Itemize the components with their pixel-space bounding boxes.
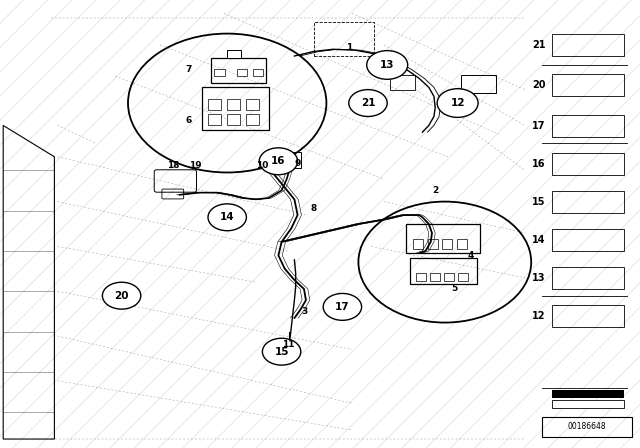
Text: 10: 10 <box>256 161 269 170</box>
Bar <box>390 75 415 90</box>
Bar <box>413 239 423 249</box>
Bar <box>552 229 624 251</box>
Bar <box>457 239 467 249</box>
Text: 20: 20 <box>532 80 546 90</box>
Text: 7: 7 <box>186 65 192 74</box>
Text: 6: 6 <box>186 116 192 125</box>
Bar <box>552 305 624 327</box>
Text: 14: 14 <box>220 212 234 222</box>
Bar <box>430 273 440 281</box>
Circle shape <box>349 90 387 116</box>
Bar <box>208 99 221 110</box>
Bar <box>227 99 240 110</box>
Bar <box>253 69 263 76</box>
Bar <box>214 69 225 76</box>
Bar <box>461 75 496 93</box>
Text: 11: 11 <box>282 340 294 349</box>
Text: 20: 20 <box>115 291 129 301</box>
Bar <box>416 273 426 281</box>
Text: 00186648: 00186648 <box>568 422 606 431</box>
Bar <box>444 273 454 281</box>
Bar <box>406 224 480 253</box>
Bar <box>410 258 477 284</box>
Text: 5: 5 <box>451 284 458 293</box>
Text: 3: 3 <box>301 307 307 316</box>
Text: 14: 14 <box>532 235 546 245</box>
Circle shape <box>437 89 478 117</box>
Text: 4: 4 <box>467 251 474 260</box>
Text: 19: 19 <box>189 161 202 170</box>
Text: 17: 17 <box>335 302 349 312</box>
Text: 12: 12 <box>532 311 546 321</box>
Bar <box>552 191 624 213</box>
Bar <box>227 114 240 125</box>
Text: 16: 16 <box>532 159 546 168</box>
Circle shape <box>262 338 301 365</box>
Text: 1: 1 <box>346 43 352 52</box>
Bar <box>208 114 221 125</box>
Text: 13: 13 <box>380 60 394 70</box>
Bar <box>552 267 624 289</box>
Bar <box>314 22 374 56</box>
Bar <box>237 69 247 76</box>
Text: 18: 18 <box>166 161 179 170</box>
Text: 16: 16 <box>271 156 285 166</box>
Text: 2: 2 <box>432 186 438 195</box>
Bar <box>211 58 266 83</box>
Bar <box>246 99 259 110</box>
Circle shape <box>102 282 141 309</box>
Text: 8: 8 <box>310 204 317 213</box>
Bar <box>442 239 452 249</box>
Bar <box>202 87 269 130</box>
Circle shape <box>259 148 298 175</box>
Circle shape <box>323 293 362 320</box>
Bar <box>552 115 624 137</box>
Bar <box>552 390 624 398</box>
Bar <box>552 34 624 56</box>
Text: 13: 13 <box>532 273 546 283</box>
Text: 17: 17 <box>532 121 546 130</box>
Text: 21: 21 <box>532 40 546 50</box>
Bar <box>458 273 468 281</box>
Bar <box>552 74 624 96</box>
Text: 9: 9 <box>294 159 301 168</box>
Bar <box>246 114 259 125</box>
Circle shape <box>208 204 246 231</box>
Text: 15: 15 <box>532 197 546 207</box>
Bar <box>428 239 438 249</box>
Bar <box>552 400 624 408</box>
Circle shape <box>367 51 408 79</box>
Bar <box>552 153 624 175</box>
Text: 21: 21 <box>361 98 375 108</box>
Bar <box>542 417 632 437</box>
Text: 15: 15 <box>275 347 289 357</box>
Bar <box>227 50 241 58</box>
Text: 12: 12 <box>451 98 465 108</box>
